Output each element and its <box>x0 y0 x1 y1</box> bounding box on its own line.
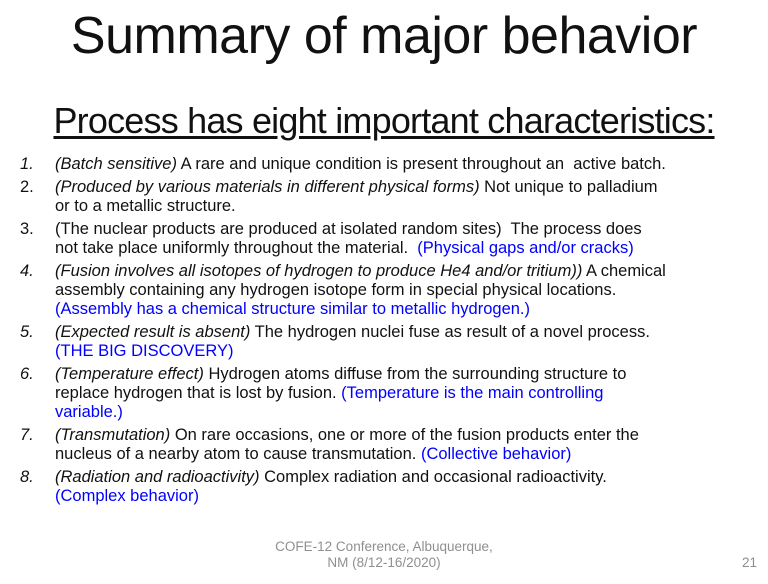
list-item: 4. (Fusion involves all isotopes of hydro… <box>0 262 768 319</box>
list-item-text: (Transmutation) On rare occasions, one o… <box>55 426 768 464</box>
list-item-number: 4. <box>20 262 34 280</box>
body-text: On rare occasions, one or more of the fu… <box>55 426 639 463</box>
list-item: 1. (Batch sensitive) A rare and unique co… <box>0 155 768 174</box>
list-item-number: 2. <box>20 178 34 196</box>
highlight-text: (THE BIG DISCOVERY) <box>55 342 234 360</box>
list-item-text: (Produced by various materials in differ… <box>55 178 768 216</box>
body-text: (Fusion involves all isotopes of hydroge… <box>55 262 583 280</box>
body-text: Complex radiation and occasional radioac… <box>264 468 607 486</box>
list-item-number: 7. <box>20 426 34 444</box>
list-item-number: 3. <box>20 220 34 238</box>
characteristics-list: 1. (Batch sensitive) A rare and unique co… <box>0 155 768 510</box>
list-item-text: (Fusion involves all isotopes of hydroge… <box>55 262 768 319</box>
highlight-text: (Temperature is the main controlling var… <box>55 384 604 421</box>
highlight-text: (Assembly has a chemical structure simil… <box>55 300 530 318</box>
list-item-number: 6. <box>20 365 34 383</box>
body-text: (Temperature effect) <box>55 365 204 383</box>
list-item: 5. (Expected result is absent) The hydrog… <box>0 323 768 361</box>
body-text: (Batch sensitive) <box>55 155 177 173</box>
body-text: (Radiation and radioactivity) <box>55 468 260 486</box>
body-text: (Transmutation) <box>55 426 171 444</box>
highlight-text: (Complex behavior) <box>55 487 199 505</box>
highlight-text: (Collective behavior) <box>420 445 572 463</box>
slide-subtitle: Process has eight important characterist… <box>53 100 715 141</box>
list-item: 2. (Produced by various materials in diff… <box>0 178 768 216</box>
list-item-text: (The nuclear products are produced at is… <box>55 220 768 258</box>
list-item: 7. (Transmutation) On rare occasions, one… <box>0 426 768 464</box>
body-text: (Expected result is absent) <box>55 323 251 341</box>
list-item-text: (Expected result is absent) The hydrogen… <box>55 323 768 361</box>
slide-title: Summary of major behavior <box>70 7 698 65</box>
body-text: (Produced by various materials in differ… <box>55 178 480 196</box>
list-item-text: (Batch sensitive) A rare and unique cond… <box>55 155 768 174</box>
list-item-text: (Radiation and radioactivity) Complex ra… <box>55 468 768 506</box>
list-item-number: 5. <box>20 323 34 341</box>
list-item: 8. (Radiation and radioactivity) Complex … <box>0 468 768 506</box>
body-text: The hydrogen nuclei fuse as result of a … <box>254 323 650 341</box>
list-item-number: 1. <box>20 155 34 173</box>
body-text: Hydrogen atoms diffuse from the surround… <box>55 365 627 402</box>
body-text: Not unique to palladium or to a metallic… <box>55 178 658 215</box>
page-number: 21 <box>741 555 757 570</box>
list-item-text: (Temperature effect) Hydrogen atoms diff… <box>55 365 768 422</box>
list-item-number: 8. <box>20 468 34 486</box>
highlight-text: (Physical gaps and/or cracks) <box>417 239 634 257</box>
footer-conference: COFE-12 Conference, Albuquerque, NM (8/1… <box>275 539 493 570</box>
list-item: 3. (The nuclear products are produced at … <box>0 220 768 258</box>
list-item: 6. (Temperature effect) Hydrogen atoms di… <box>0 365 768 422</box>
body-text: A rare and unique condition is present t… <box>176 155 666 173</box>
body-text: A chemical assembly containing any hydro… <box>55 262 666 299</box>
body-text: (The nuclear products are produced at is… <box>55 220 642 257</box>
